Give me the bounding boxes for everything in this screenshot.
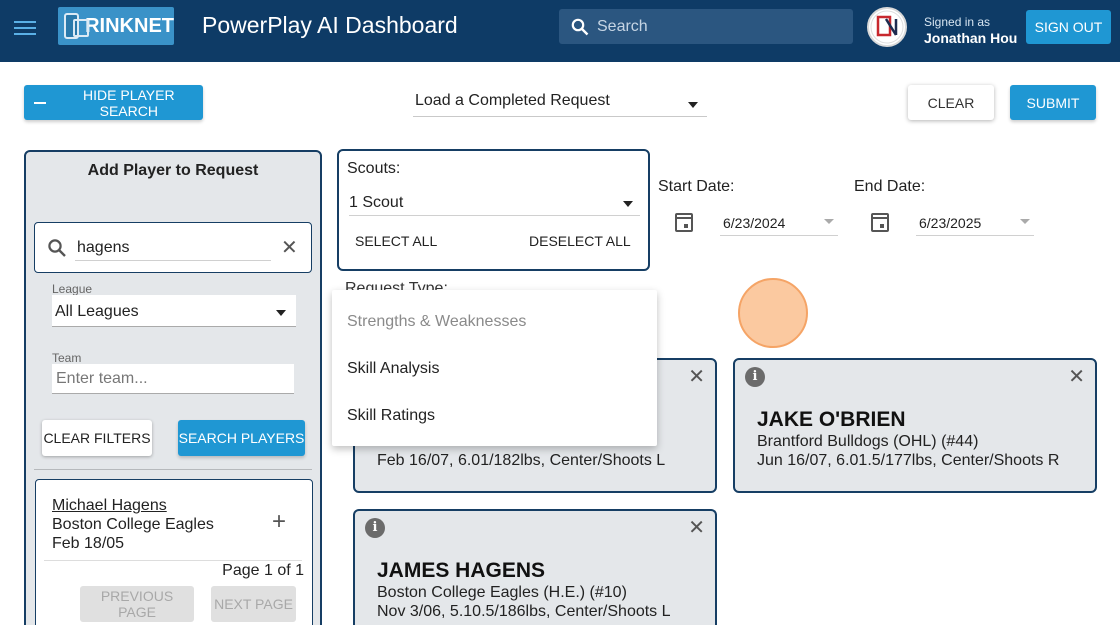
scouts-value: 1 Scout — [349, 194, 404, 211]
info-icon[interactable]: i — [745, 367, 765, 387]
player-card-details: Jun 16/07, 6.01.5/177lbs, Center/Shoots … — [757, 452, 1060, 469]
result-player-team: Boston College Eagles — [52, 516, 214, 533]
page-info: Page 1 of 1 — [222, 562, 304, 579]
select-all-button[interactable]: SELECT ALL — [355, 227, 437, 255]
search-players-button[interactable]: SEARCH PLAYERS — [178, 420, 305, 456]
scouts-panel: Scouts: 1 Scout SELECT ALL DESELECT ALL — [337, 149, 650, 271]
team-label: Team — [52, 351, 82, 365]
divider — [34, 469, 312, 470]
global-search-input[interactable] — [597, 14, 837, 39]
search-icon — [48, 239, 66, 257]
league-select[interactable]: All Leagues — [52, 295, 296, 327]
app-title: PowerPlay AI Dashboard — [202, 12, 458, 38]
player-search-title: Add Player to Request — [87, 162, 259, 179]
next-page-button[interactable]: NEXT PAGE — [211, 586, 296, 622]
load-completed-request-label: Load a Completed Request — [415, 92, 610, 109]
close-icon[interactable]: ✕ — [688, 366, 705, 388]
request-type-menu: Strengths & Weaknesses Skill Analysis Sk… — [332, 290, 657, 446]
player-card-team: Brantford Bulldogs (OHL) (#44) — [757, 433, 979, 450]
scouts-select[interactable]: 1 Scout — [349, 194, 640, 216]
player-card: i ✕ JAKE O'BRIEN Brantford Bulldogs (OHL… — [733, 358, 1097, 493]
global-search[interactable] — [559, 9, 853, 44]
submit-button[interactable]: SUBMIT — [1010, 85, 1096, 120]
chevron-down-icon — [1020, 219, 1030, 224]
start-date-label: Start Date: — [658, 178, 735, 195]
logo-mark-icon — [64, 13, 90, 39]
chevron-down-icon — [688, 102, 698, 108]
user-name: Jonathan Hou — [924, 30, 1018, 46]
previous-page-button[interactable]: PREVIOUS PAGE — [80, 586, 194, 622]
calendar-icon[interactable] — [675, 213, 693, 232]
avatar[interactable] — [867, 7, 907, 47]
chevron-down-icon — [824, 219, 834, 224]
close-icon[interactable]: ✕ — [281, 237, 298, 259]
player-card-details: Feb 16/07, 6.01/182lbs, Center/Shoots L — [377, 452, 666, 469]
logo-text: RINKNET — [85, 14, 174, 37]
divider — [44, 560, 302, 561]
menu-item-strengths-weaknesses: Strengths & Weaknesses — [347, 313, 527, 330]
load-completed-request-select[interactable]: Load a Completed Request — [413, 92, 707, 117]
avatar-logo-icon — [870, 10, 904, 44]
chevron-down-icon — [276, 310, 286, 316]
end-date-field[interactable]: 6/23/2025 — [916, 210, 1034, 236]
calendar-icon[interactable] — [871, 213, 889, 232]
league-label: League — [52, 282, 93, 296]
signed-in-label: Signed in as — [924, 15, 991, 29]
search-icon — [571, 18, 589, 36]
start-date-value: 6/23/2024 — [723, 215, 786, 231]
minus-icon — [34, 101, 46, 104]
player-card: i ✕ JAMES HAGENS Boston College Eagles (… — [353, 509, 717, 625]
menu-item-skill-analysis[interactable]: Skill Analysis — [347, 360, 440, 377]
info-icon[interactable]: i — [365, 518, 385, 538]
end-date-label: End Date: — [854, 178, 926, 195]
search-results: Michael Hagens Boston College Eagles Feb… — [35, 479, 313, 625]
search-underline — [75, 260, 271, 261]
menu-item-skill-ratings[interactable]: Skill Ratings — [347, 407, 436, 424]
start-date-field[interactable]: 6/23/2024 — [720, 210, 838, 236]
end-date-value: 6/23/2025 — [919, 215, 982, 231]
hide-player-search-button[interactable]: HIDE PLAYER SEARCH — [24, 85, 203, 120]
clear-filters-button[interactable]: CLEAR FILTERS — [42, 420, 152, 456]
menu-icon[interactable] — [14, 17, 36, 37]
click-indicator — [738, 278, 808, 348]
result-player-dob: Feb 18/05 — [52, 535, 125, 552]
player-search-value[interactable]: hagens — [77, 239, 130, 256]
player-card-name: JAKE O'BRIEN — [757, 408, 906, 431]
sign-out-button[interactable]: SIGN OUT — [1026, 10, 1111, 44]
player-card-name: JAMES HAGENS — [377, 559, 546, 582]
player-card-details: Nov 3/06, 5.10.5/186lbs, Center/Shoots L — [377, 603, 671, 620]
player-search-field[interactable]: hagens ✕ — [34, 222, 312, 273]
team-input[interactable] — [52, 364, 294, 394]
clear-button[interactable]: CLEAR — [908, 85, 994, 120]
plus-icon[interactable]: + — [272, 508, 287, 535]
close-icon[interactable]: ✕ — [1068, 366, 1085, 388]
rinknet-logo[interactable]: RINKNET — [58, 7, 174, 45]
player-search-panel: Add Player to Request hagens ✕ League Al… — [24, 150, 322, 625]
scouts-label: Scouts: — [347, 160, 401, 177]
league-value: All Leagues — [55, 303, 139, 320]
hide-player-search-label: HIDE PLAYER SEARCH — [83, 86, 175, 119]
player-card-team: Boston College Eagles (H.E.) (#10) — [377, 584, 627, 601]
result-player-name[interactable]: Michael Hagens — [52, 497, 167, 514]
close-icon[interactable]: ✕ — [688, 517, 705, 539]
chevron-down-icon — [623, 201, 633, 207]
deselect-all-button[interactable]: DESELECT ALL — [529, 227, 631, 255]
top-app-bar: RINKNET PowerPlay AI Dashboard Signed in… — [0, 0, 1120, 62]
